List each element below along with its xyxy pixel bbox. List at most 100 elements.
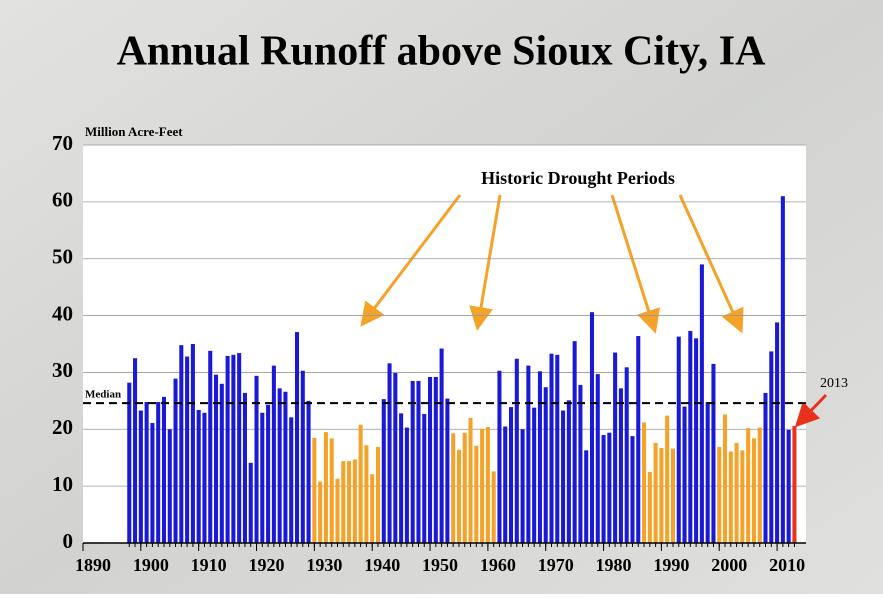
bar bbox=[497, 370, 502, 543]
x-tick-label: 1990 bbox=[653, 555, 689, 575]
bar bbox=[746, 428, 751, 543]
bar bbox=[618, 388, 623, 543]
y-tick-label: 60 bbox=[52, 188, 73, 212]
bar bbox=[775, 322, 780, 543]
bar bbox=[422, 413, 427, 543]
bar bbox=[161, 396, 167, 543]
bar bbox=[237, 353, 242, 543]
bar bbox=[185, 356, 190, 543]
bar bbox=[786, 429, 791, 543]
arrow bbox=[678, 194, 744, 334]
bar bbox=[416, 380, 421, 543]
bar bbox=[190, 344, 195, 543]
bar bbox=[780, 196, 785, 543]
y-tick-label: 30 bbox=[52, 358, 73, 382]
bar bbox=[358, 424, 363, 543]
y-axis-label: Million Acre-Feet bbox=[85, 124, 183, 139]
bar bbox=[451, 433, 456, 543]
bar bbox=[266, 404, 271, 543]
bar bbox=[393, 372, 398, 543]
bar bbox=[722, 414, 728, 543]
bar bbox=[589, 312, 595, 543]
bar bbox=[364, 445, 369, 543]
bar bbox=[208, 350, 213, 543]
bar bbox=[636, 336, 641, 543]
bar bbox=[688, 330, 693, 543]
bar bbox=[520, 429, 525, 543]
bar bbox=[399, 413, 404, 543]
bar bbox=[260, 412, 265, 543]
bar bbox=[214, 374, 219, 543]
x-tick-label: 1930 bbox=[306, 555, 342, 575]
bar bbox=[670, 448, 675, 543]
x-tick-label: 1890 bbox=[75, 555, 111, 575]
y-tick-label: 10 bbox=[52, 472, 73, 496]
bar bbox=[792, 425, 797, 543]
bar bbox=[769, 351, 774, 543]
bar bbox=[555, 354, 560, 543]
bar bbox=[537, 371, 542, 543]
bar bbox=[613, 352, 618, 543]
bar bbox=[173, 378, 178, 543]
x-tick-label: 1970 bbox=[538, 555, 574, 575]
bar bbox=[428, 376, 433, 543]
bar bbox=[717, 446, 722, 543]
y-tick-label: 70 bbox=[52, 131, 73, 155]
bar bbox=[439, 348, 444, 543]
bar bbox=[294, 332, 300, 543]
x-tick-label: 1960 bbox=[480, 555, 516, 575]
bar bbox=[572, 341, 577, 543]
bar bbox=[381, 399, 386, 543]
bar bbox=[318, 481, 323, 543]
bar bbox=[601, 434, 606, 543]
bar bbox=[300, 370, 305, 543]
bar bbox=[283, 391, 288, 543]
bar bbox=[370, 474, 375, 543]
bar bbox=[231, 354, 236, 543]
bar bbox=[196, 409, 201, 543]
bar bbox=[312, 437, 317, 543]
bar bbox=[532, 407, 537, 543]
bar bbox=[127, 382, 132, 543]
bar bbox=[607, 432, 612, 543]
bar bbox=[694, 338, 699, 543]
bar bbox=[630, 436, 635, 543]
x-tick-label: 1920 bbox=[249, 555, 285, 575]
bar bbox=[595, 374, 600, 543]
bar bbox=[740, 450, 745, 543]
x-tick-label: 2000 bbox=[711, 555, 747, 575]
bar bbox=[225, 355, 230, 543]
bar bbox=[138, 410, 143, 543]
chart-title: Annual Runoff above Sioux City, IA bbox=[117, 29, 766, 75]
bar bbox=[728, 451, 733, 543]
bar bbox=[468, 417, 473, 543]
bar bbox=[133, 358, 138, 543]
x-tick-label: 2010 bbox=[769, 555, 805, 575]
bar bbox=[711, 363, 716, 543]
bar bbox=[549, 353, 554, 543]
arrow bbox=[610, 194, 661, 334]
bar bbox=[508, 407, 514, 543]
bar bbox=[647, 471, 652, 543]
bar bbox=[277, 388, 282, 543]
bar bbox=[410, 380, 415, 543]
year-annotation: 2013 bbox=[820, 376, 848, 391]
bar bbox=[248, 462, 253, 543]
bar bbox=[375, 446, 381, 543]
bar bbox=[254, 375, 259, 543]
bar bbox=[561, 410, 566, 543]
bar bbox=[526, 365, 531, 543]
bar bbox=[271, 365, 276, 543]
y-tick-label: 50 bbox=[52, 245, 73, 269]
bar bbox=[734, 442, 739, 543]
bar bbox=[665, 415, 670, 543]
bar bbox=[491, 471, 496, 543]
bar bbox=[352, 459, 357, 543]
bar bbox=[659, 448, 664, 543]
bar bbox=[456, 449, 461, 543]
drought-annotation: Historic Drought Periods bbox=[481, 168, 675, 188]
bar bbox=[682, 406, 687, 543]
y-tick-label: 40 bbox=[52, 301, 73, 325]
